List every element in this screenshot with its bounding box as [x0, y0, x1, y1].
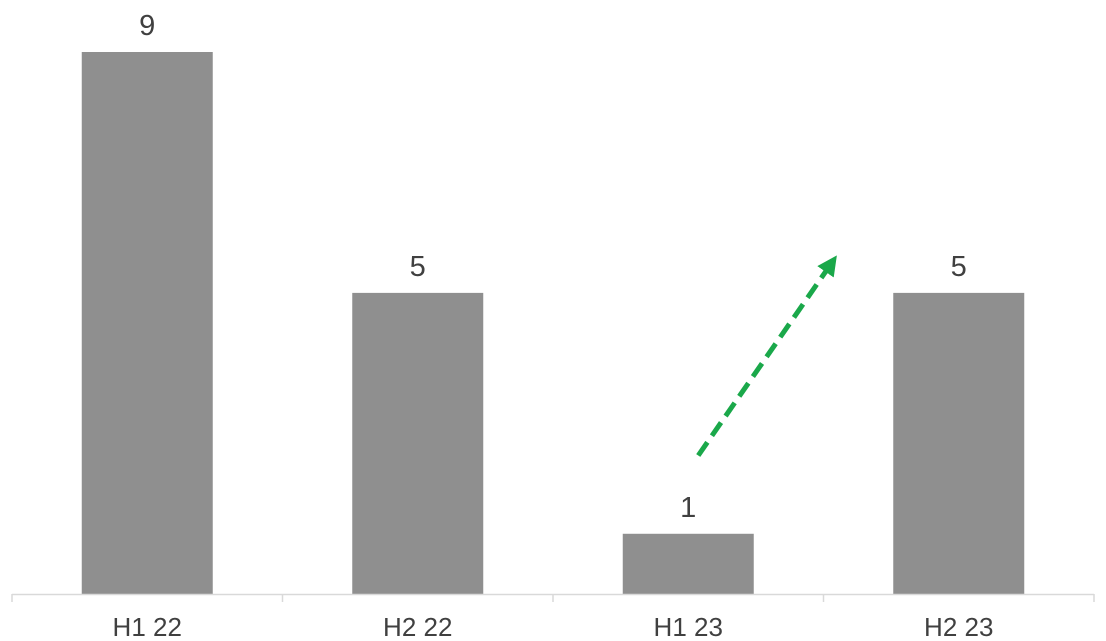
x-tick-label: H2 22	[383, 612, 452, 641]
bar-h1-23	[622, 533, 754, 594]
data-label: 5	[951, 251, 967, 283]
trend-arrow	[696, 255, 837, 457]
data-labels-layer: 9 5 1 5	[139, 10, 967, 524]
data-label: 9	[139, 10, 155, 42]
x-tick-label: H2 23	[924, 612, 993, 641]
bar-h1-22	[81, 52, 213, 594]
bar-h2-22	[352, 292, 484, 594]
x-tick-label: H1 23	[654, 612, 723, 641]
bar-h2-23	[893, 292, 1025, 594]
annotation-layer	[696, 255, 837, 457]
data-label: 1	[680, 492, 696, 524]
x-axis: H1 22 H2 22 H1 23 H2 23	[11, 593, 1095, 641]
x-tick-label: H1 22	[113, 612, 182, 641]
bars-layer	[81, 52, 1025, 594]
data-label: 5	[410, 251, 426, 283]
